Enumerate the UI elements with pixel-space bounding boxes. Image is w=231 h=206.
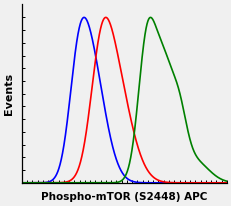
- X-axis label: Phospho-mTOR (S2448) APC: Phospho-mTOR (S2448) APC: [41, 192, 207, 202]
- Y-axis label: Events: Events: [4, 73, 14, 115]
